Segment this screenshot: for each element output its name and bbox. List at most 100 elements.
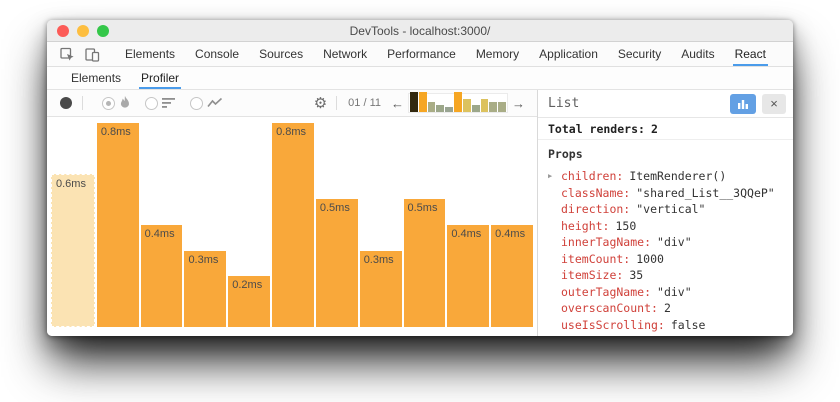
expand-arrow-icon[interactable]: ▶ [548,172,553,181]
zoom-window-button[interactable] [97,25,109,37]
tab-audits[interactable]: Audits [681,47,715,61]
minimize-window-button[interactable] [77,25,89,37]
mini-chart-bar[interactable] [471,105,480,112]
bar-duration-label: 0.5ms [319,202,350,214]
prop-key: direction: [561,202,631,217]
tab-react[interactable]: React [725,42,776,66]
more-options-icon[interactable]: ⋮ [786,42,793,66]
snapshot-counter: 01 / 11 [348,97,381,109]
commit-bar[interactable]: 0.8ms [272,123,314,327]
bar-duration-label: 0.3ms [363,254,394,266]
mini-chart-bar[interactable] [436,105,445,112]
prop-value: ItemRenderer() [629,169,727,184]
flamegraph-radio[interactable] [102,96,115,110]
props-section-label: Props [548,147,583,161]
next-snapshot-button[interactable]: → [512,95,525,111]
mini-chart-bar[interactable] [410,92,418,112]
react-profiler-content: ⚙ 01 / 11 ← → 0.6ms 0.8ms 0.4ms 0.3ms 0.2ms 0… [47,90,793,336]
commit-bar[interactable]: 0.5ms [315,199,358,327]
flame-icon [119,96,131,110]
render-chart-button[interactable] [730,93,756,114]
mini-chart-bar[interactable] [489,102,498,112]
react-panel-tab-bar: Elements Profiler [47,67,793,90]
separator [82,96,83,110]
bar-duration-label: 0.8ms [100,126,131,138]
commit-bar[interactable]: 0.3ms [359,251,402,327]
settings-gear-icon[interactable]: ⚙ [313,94,328,112]
prop-row: height: 150 [548,218,793,235]
props-section: Props ▶ children: ItemRenderer() className:… [538,140,793,336]
selected-component-name: List [548,96,580,111]
bar-duration-label: 0.5ms [407,202,438,214]
snapshot-mini-chart[interactable] [408,92,508,113]
panel-tab-elements[interactable]: Elements [71,71,122,85]
mini-chart-bar[interactable] [498,102,506,112]
tab-memory[interactable]: Memory [475,47,520,61]
prop-row: useIsScrolling: false [548,317,793,334]
device-toolbar-icon[interactable] [80,42,105,66]
close-window-button[interactable] [57,25,69,37]
tab-sources[interactable]: Sources [259,47,304,61]
bar-duration-label: 0.4ms [144,228,175,240]
commit-bar[interactable]: 0.4ms [140,225,183,327]
prop-key: outerTagName: [561,284,652,299]
devtools-window: DevTools - localhost:3000/ Elements Conso… [47,20,793,336]
commit-bar[interactable]: 0.4ms [447,225,490,327]
panel-tab-profiler[interactable]: Profiler [131,67,189,89]
prop-row: width: 300 [548,333,793,336]
bar-duration-label: 0.4ms [495,228,526,240]
commit-bar[interactable]: 0.2ms [228,276,271,327]
prop-row: ▶ children: ItemRenderer() [548,168,793,185]
ranked-radio[interactable] [145,96,158,110]
prop-row: itemSize: 35 [548,267,793,284]
total-renders: Total renders: 2 [538,118,793,140]
tab-performance[interactable]: Performance [387,47,456,61]
devtools-tabs: Elements Console Sources Network Performance… [115,42,776,66]
commit-bar[interactable]: 0.4ms [491,225,533,327]
prop-row: innerTagName: "div" [548,234,793,251]
prop-value: "vertical" [636,202,706,217]
commit-bar[interactable]: 0.5ms [403,199,446,327]
mini-chart-bar[interactable] [480,99,489,112]
mini-chart-bar[interactable] [454,92,462,112]
tab-security[interactable]: Security [617,47,662,61]
prop-key: children: [561,169,624,184]
interactions-radio[interactable] [190,96,203,110]
tab-console[interactable]: Console [195,47,240,61]
total-renders-label: Total renders: [548,121,645,136]
commit-bar[interactable]: 0.3ms [184,251,227,327]
prop-row: itemCount: 1000 [548,251,793,268]
mini-chart-bar[interactable] [427,102,436,112]
commit-bar[interactable]: 0.6ms [51,174,95,327]
pane-divider [537,90,538,336]
prop-value: "div" [657,235,692,250]
prev-snapshot-button[interactable]: ← [391,95,404,111]
bar-duration-label: 0.3ms [188,254,219,266]
prop-key: height: [561,218,610,233]
tab-network[interactable]: Network [323,47,368,61]
prop-value: 1000 [636,251,664,266]
bar-duration-label: 0.4ms [451,228,482,240]
mini-chart-bar[interactable] [445,107,454,112]
mini-chart-bar[interactable] [462,99,471,112]
prop-key: width: [561,334,603,336]
separator [336,96,338,110]
prop-key: className: [561,185,631,200]
tab-elements[interactable]: Elements [125,47,176,61]
inspect-element-icon[interactable] [55,42,80,66]
record-button[interactable] [60,97,72,109]
commit-bar[interactable]: 0.8ms [96,123,139,327]
prop-value: 300 [609,334,630,336]
ranked-chart-icon [162,97,176,109]
mini-chart-bar[interactable] [418,92,427,112]
commit-bar-chart: 0.6ms 0.8ms 0.4ms 0.3ms 0.2ms 0.8ms 0.5ms 0.3ms… [47,117,537,336]
tab-application[interactable]: Application [539,47,598,61]
panel-tabs: Elements Profiler [61,67,189,89]
component-details-pane: List × Total renders: 2 Props ▶ children:… [538,90,793,336]
profiler-main-pane: ⚙ 01 / 11 ← → 0.6ms 0.8ms 0.4ms 0.3ms 0.2ms 0… [47,90,537,336]
prop-value: false [670,317,706,332]
prop-key: overscanCount: [561,301,658,316]
close-details-button[interactable]: × [762,93,786,114]
prop-row: overscanCount: 2 [548,300,793,317]
